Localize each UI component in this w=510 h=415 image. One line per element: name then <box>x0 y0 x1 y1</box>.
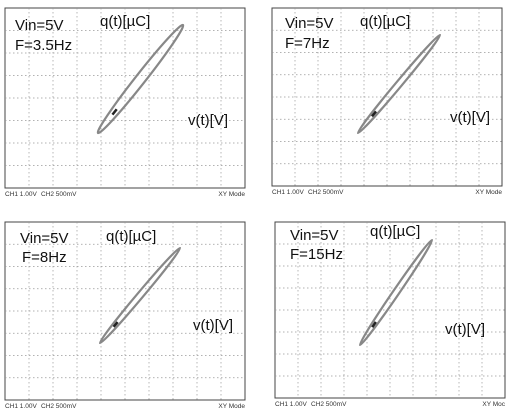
channel-2-setting: CH2 500mV <box>308 189 344 196</box>
mode-label: XY Moc <box>482 401 505 408</box>
vin-label: Vin=5V <box>20 230 69 247</box>
channel-1-setting: CH1 1.00V <box>5 191 37 198</box>
channel-2-setting: CH2 500mV <box>41 191 77 198</box>
vin-label: Vin=5V <box>15 17 64 34</box>
frequency-label: F=15Hz <box>290 246 343 263</box>
mode-label: XY Mode <box>218 403 245 410</box>
x-axis-label: v(t)[V] <box>188 112 228 129</box>
frequency-label: F=3.5Hz <box>15 37 72 54</box>
mode-label: XY Mode <box>475 189 502 196</box>
y-axis-label: q(t)[µC] <box>370 223 420 240</box>
x-axis-label: v(t)[V] <box>450 109 490 126</box>
y-axis-label: q(t)[µC] <box>106 228 156 245</box>
frequency-label: F=8Hz <box>22 249 67 266</box>
channel-1-setting: CH1 1.00V <box>5 403 37 410</box>
scope-panel: Vin=5V F=8Hz q(t)[µC] v(t)[V] CH1 1.00V CH2 5… <box>5 222 245 410</box>
frequency-label: F=7Hz <box>285 35 330 52</box>
scope-panel: Vin=5V F=3.5Hz q(t)[µC] v(t)[V] CH1 1.00V CH2… <box>5 8 245 198</box>
y-axis-label: q(t)[µC] <box>100 13 150 30</box>
vin-label: Vin=5V <box>290 227 339 244</box>
x-axis-label: v(t)[V] <box>445 321 485 338</box>
scope-panel: Vin=5V F=15Hz q(t)[µC] v(t)[V] CH1 1.00V CH2 … <box>275 222 506 408</box>
channel-2-setting: CH2 500mV <box>311 401 347 408</box>
vin-label: Vin=5V <box>285 15 334 32</box>
channel-2-setting: CH2 500mV <box>41 403 77 410</box>
mode-label: XY Mode <box>218 191 245 198</box>
scope-panel: Vin=5V F=7Hz q(t)[µC] v(t)[V] CH1 1.00V CH2 5… <box>272 8 502 196</box>
y-axis-label: q(t)[µC] <box>360 13 410 30</box>
x-axis-label: v(t)[V] <box>193 317 233 334</box>
channel-1-setting: CH1 1.00V <box>275 401 307 408</box>
figure: Vin=5V F=3.5Hz q(t)[µC] v(t)[V] CH1 1.00V CH2… <box>0 0 510 415</box>
channel-1-setting: CH1 1.00V <box>272 189 304 196</box>
